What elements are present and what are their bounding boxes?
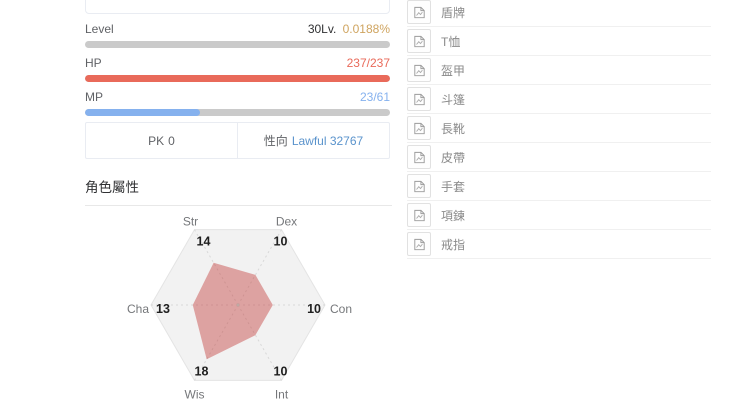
hp-label: HP bbox=[85, 56, 102, 70]
equipment-label: 斗篷 bbox=[441, 92, 466, 107]
radar-value-dex: 10 bbox=[274, 235, 288, 249]
broken-image-icon bbox=[413, 209, 425, 221]
hp-stat-group: HP 237/237 bbox=[85, 56, 390, 82]
radar-axis-label-int: Int bbox=[275, 387, 289, 400]
equipment-icon-frame bbox=[407, 203, 431, 227]
equipment-label: 盔甲 bbox=[441, 63, 466, 78]
equipment-list-item[interactable]: 盔甲 bbox=[407, 56, 711, 85]
equipment-icon-frame bbox=[407, 0, 431, 24]
alignment-label: 性向 bbox=[263, 134, 288, 148]
equipment-icon-frame bbox=[407, 29, 431, 53]
broken-image-icon bbox=[413, 122, 425, 134]
equipment-icon-frame bbox=[407, 232, 431, 256]
equipment-list-item[interactable]: 盾牌 bbox=[407, 0, 711, 27]
equipment-list-item[interactable]: 戒指 bbox=[407, 230, 711, 259]
radar-axis-label-wis: Wis bbox=[185, 387, 205, 400]
equipment-label: 項鍊 bbox=[441, 208, 466, 223]
broken-image-icon bbox=[413, 6, 425, 18]
radar-chart-svg: Str 14 Dex 10 Con 10 Int 10 Wis 18 Cha 13 bbox=[127, 215, 352, 400]
equipment-list: 盾牌 T恤 盔甲 bbox=[407, 0, 711, 259]
mp-progress-track bbox=[85, 109, 390, 116]
level-value: 30Lv. 0.0188% bbox=[308, 22, 390, 36]
pk-label: PK bbox=[148, 133, 165, 148]
radar-value-wis: 18 bbox=[195, 364, 209, 378]
alignment-cell: 性向 Lawful 32767 bbox=[238, 123, 389, 158]
broken-image-icon bbox=[413, 180, 425, 192]
equipment-list-item[interactable]: 斗篷 bbox=[407, 85, 711, 114]
equipment-icon-frame bbox=[407, 116, 431, 140]
equipment-label: 皮帶 bbox=[441, 150, 466, 165]
equipment-list-item[interactable]: T恤 bbox=[407, 27, 711, 56]
equipment-list-item[interactable]: 手套 bbox=[407, 172, 711, 201]
attributes-section-title: 角色屬性 bbox=[85, 176, 392, 206]
mp-progress-fill bbox=[85, 109, 200, 116]
mp-label: MP bbox=[85, 90, 103, 104]
broken-image-icon bbox=[413, 64, 425, 76]
previous-panel-bottom bbox=[85, 0, 390, 14]
equipment-label: 盾牌 bbox=[441, 5, 466, 20]
alignment-link[interactable]: Lawful 32767 bbox=[291, 133, 364, 148]
hp-value: 237/237 bbox=[346, 56, 390, 70]
level-label: Level bbox=[85, 22, 114, 36]
hp-progress-fill bbox=[85, 75, 390, 82]
equipment-icon-frame bbox=[407, 174, 431, 198]
broken-image-icon bbox=[413, 35, 425, 47]
broken-image-icon bbox=[413, 151, 425, 163]
radar-axis-label-str: Str bbox=[183, 215, 198, 229]
level-stat-group: Level 30Lv. 0.0188% bbox=[85, 22, 390, 48]
radar-value-str: 14 bbox=[197, 235, 211, 249]
equipment-label: 戒指 bbox=[441, 237, 466, 252]
level-number: 30Lv. bbox=[307, 22, 337, 36]
equipment-label: 長靴 bbox=[441, 121, 466, 136]
level-progress-track bbox=[85, 41, 390, 48]
level-percent: 0.0188% bbox=[342, 22, 390, 36]
radar-axis-label-con: Con bbox=[330, 302, 352, 316]
equipment-list-item[interactable]: 皮帶 bbox=[407, 143, 711, 172]
equipment-label: T恤 bbox=[441, 34, 461, 49]
equipment-list-item[interactable]: 項鍊 bbox=[407, 201, 711, 230]
equipment-list-item[interactable]: 長靴 bbox=[407, 114, 711, 143]
radar-axis-label-cha: Cha bbox=[127, 302, 149, 316]
pk-cell: PK 0 bbox=[86, 123, 238, 158]
hp-progress-track bbox=[85, 75, 390, 82]
pk-alignment-box: PK 0 性向 Lawful 32767 bbox=[85, 122, 390, 159]
broken-image-icon bbox=[413, 238, 425, 250]
equipment-icon-frame bbox=[407, 145, 431, 169]
radar-value-con: 10 bbox=[307, 302, 321, 316]
radar-axis-label-dex: Dex bbox=[276, 215, 297, 229]
radar-value-int: 10 bbox=[274, 364, 288, 378]
equipment-icon-frame bbox=[407, 58, 431, 82]
attributes-radar-chart: Str 14 Dex 10 Con 10 Int 10 Wis 18 Cha 13 bbox=[85, 206, 395, 400]
equipment-label: 手套 bbox=[441, 179, 466, 194]
mp-stat-group: MP 23/61 bbox=[85, 90, 390, 116]
broken-image-icon bbox=[413, 93, 425, 105]
mp-value: 23/61 bbox=[359, 90, 390, 104]
equipment-icon-frame bbox=[407, 87, 431, 111]
pk-value: 0 bbox=[168, 133, 175, 148]
radar-value-cha: 13 bbox=[156, 302, 170, 316]
